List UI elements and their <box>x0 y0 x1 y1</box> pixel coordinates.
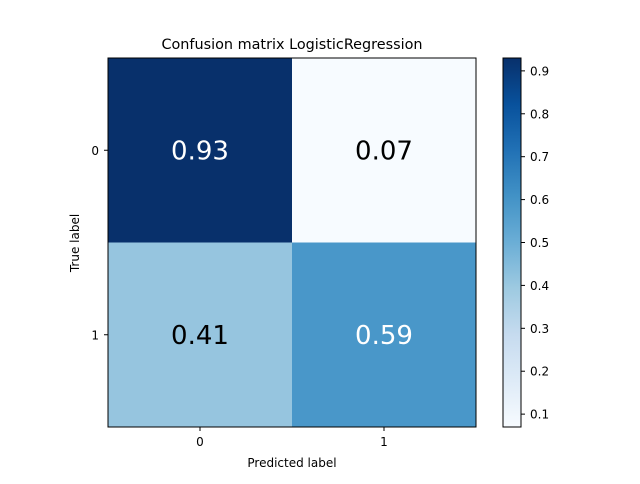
y-tick-label: 1 <box>91 328 99 342</box>
colorbar-tick-label: 0.8 <box>530 107 549 121</box>
y-axis-ticks: 01 <box>91 144 108 342</box>
heatmap-cell-1-0 <box>108 242 292 427</box>
cell-value-label: 0.07 <box>355 136 413 166</box>
colorbar-ticks: 0.1 0.2 0.3 0.4 0.5 0.6 0.7 0.8 0.9 <box>521 64 549 422</box>
y-axis-label: True label <box>68 214 82 273</box>
cell-value-label: 0.93 <box>171 136 229 166</box>
plot-frame <box>107 57 477 428</box>
heatmap-cell-0-0 <box>108 58 292 243</box>
colorbar-tick-label: 0.6 <box>530 193 549 207</box>
heatmap-cell-1-1 <box>292 242 476 427</box>
colorbar-tick-label: 0.7 <box>530 150 549 164</box>
heatmap-cells <box>108 58 476 427</box>
colorbar-tick-label: 0.3 <box>530 322 549 336</box>
x-tick-label: 0 <box>196 435 204 449</box>
y-tick-label: 0 <box>91 144 99 158</box>
colorbar <box>502 57 522 428</box>
cell-value-label: 0.41 <box>171 321 229 351</box>
colorbar-tick-label: 0.9 <box>530 64 549 78</box>
chart-title: Confusion matrix LogisticRegression <box>161 37 422 53</box>
colorbar-tick-label: 0.5 <box>530 236 549 250</box>
x-axis-label: Predicted label <box>247 456 336 470</box>
colorbar-tick-label: 0.4 <box>530 279 549 293</box>
cell-value-label: 0.59 <box>355 321 413 351</box>
colorbar-tick-label: 0.2 <box>530 365 549 379</box>
heatmap-cell-labels: 0.93 0.07 0.41 0.59 <box>171 136 413 351</box>
x-tick-label: 1 <box>380 435 388 449</box>
heatmap-cell-0-1 <box>292 58 476 243</box>
colorbar-tick-label: 0.1 <box>530 408 549 422</box>
